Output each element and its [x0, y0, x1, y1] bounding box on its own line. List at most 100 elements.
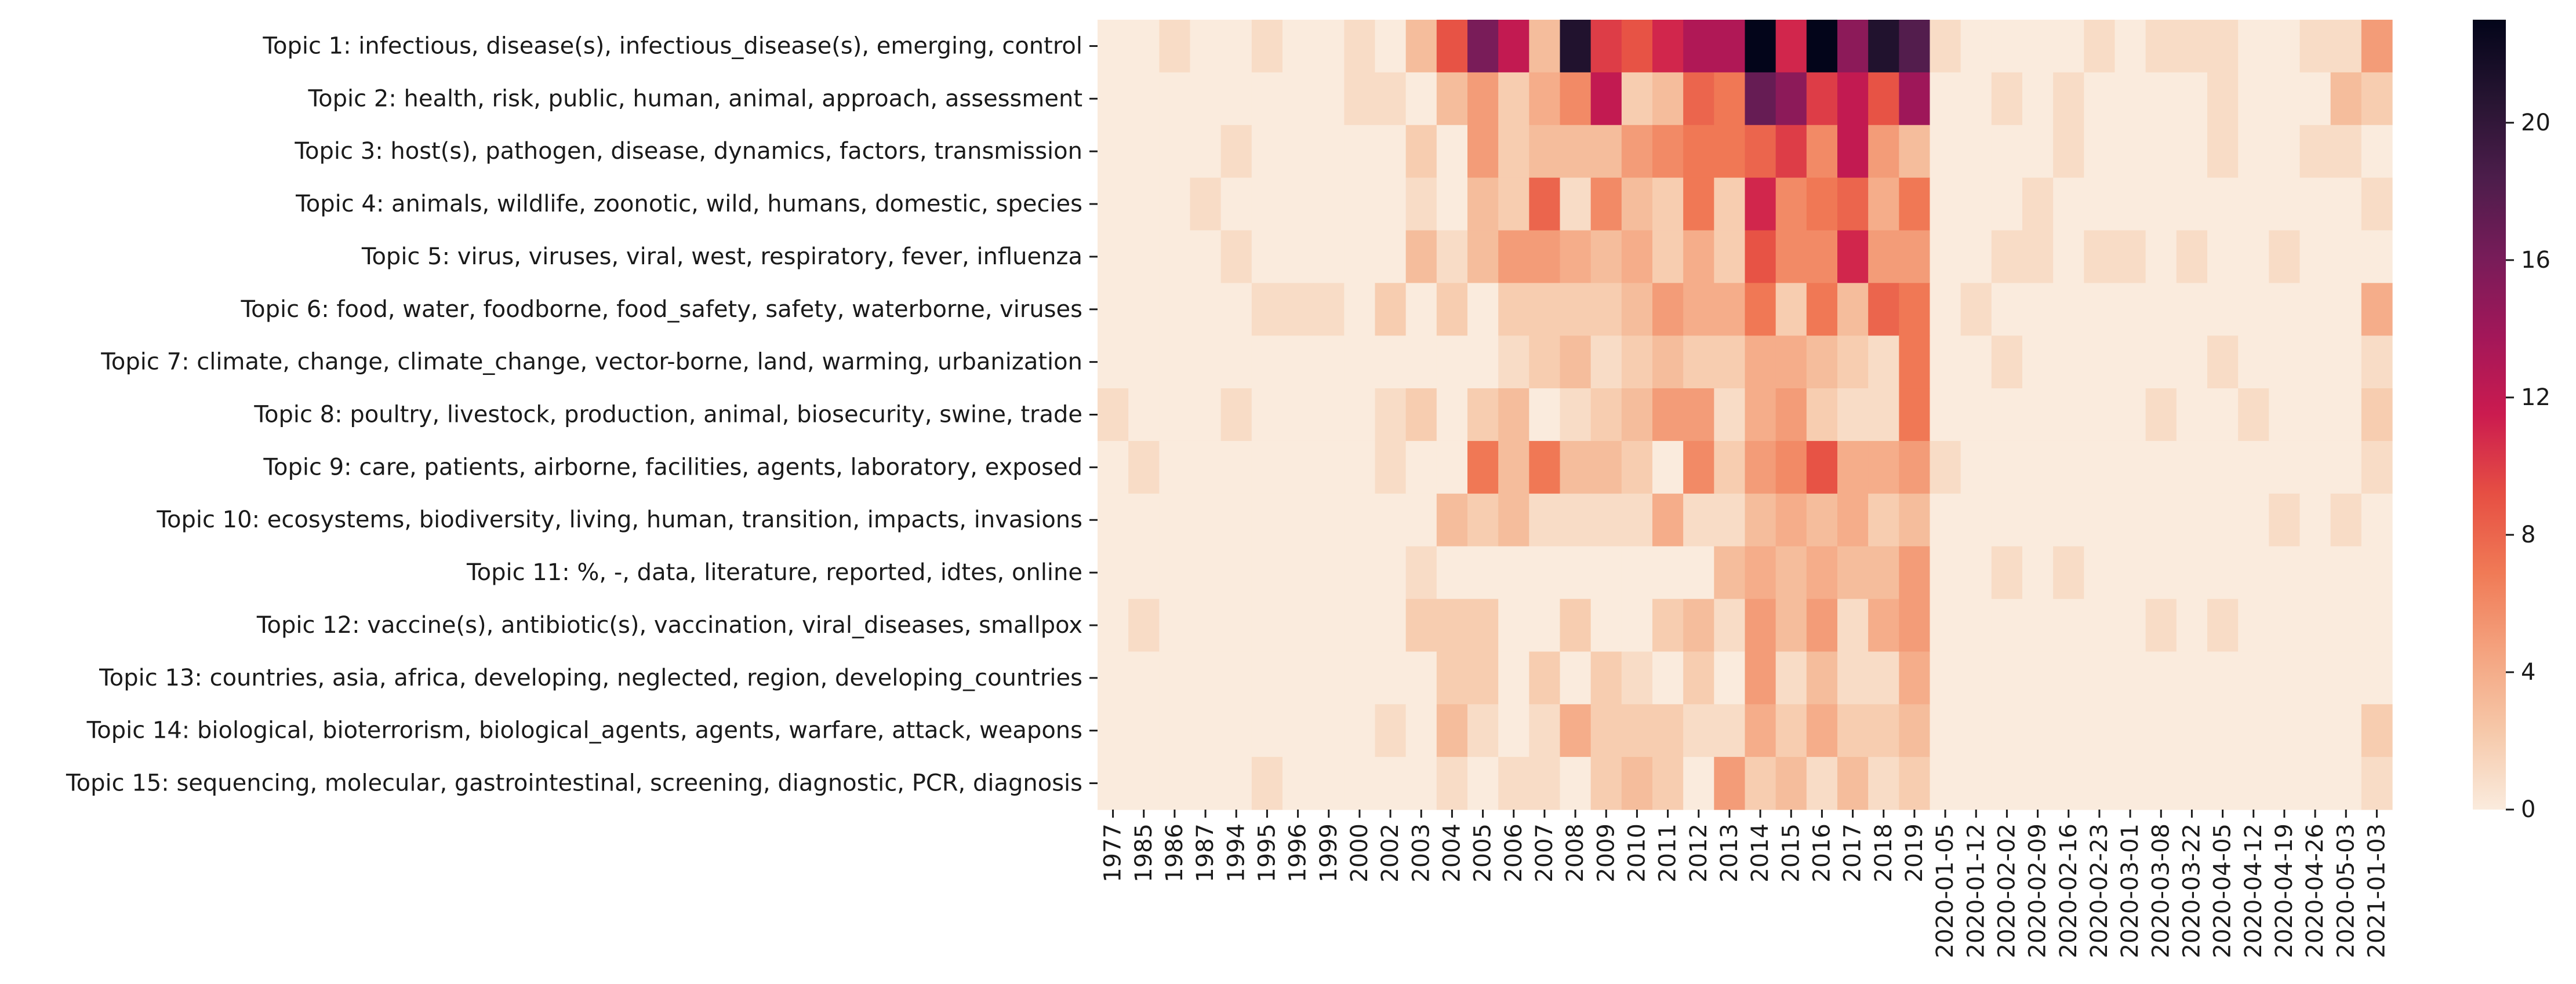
colorbar-tick-label: 8 [2521, 522, 2535, 548]
heatmap-cell [1313, 336, 1345, 389]
heatmap-cell [1375, 283, 1407, 336]
heatmap-cell [1868, 336, 1899, 389]
heatmap-cell [1621, 177, 1653, 231]
heatmap-cell [1837, 72, 1869, 126]
heatmap-cell [2238, 283, 2269, 336]
heatmap-cell [1560, 20, 1592, 73]
heatmap-cell [1190, 757, 1222, 810]
heatmap-cell [1313, 125, 1345, 178]
y-axis-labels: Topic 1: infectious, disease(s), infecti… [66, 32, 1082, 796]
x-tick-label: 1986 [1161, 823, 1188, 883]
heatmap-cell [2114, 440, 2146, 494]
heatmap-cell [1251, 283, 1283, 336]
heatmap-cell [1560, 493, 1592, 547]
heatmap-cell [2053, 546, 2084, 600]
y-tick-label: Topic 9: care, patients, airborne, facil… [263, 454, 1082, 480]
heatmap-cell [1960, 230, 1992, 283]
heatmap-cell [2176, 336, 2208, 389]
heatmap-cell [2361, 440, 2393, 494]
heatmap-cell [1837, 440, 1869, 494]
heatmap-cell [1251, 651, 1283, 705]
heatmap-cell [1436, 20, 1468, 73]
heatmap-cell [2176, 440, 2208, 494]
x-tick-label: 2002 [1377, 823, 1404, 883]
heatmap-cell [2145, 336, 2177, 389]
heatmap-cell [1806, 283, 1838, 336]
heatmap-cell [1282, 177, 1314, 231]
heatmap-cell [1683, 546, 1714, 600]
heatmap-cell [1344, 546, 1376, 600]
heatmap-cell [1621, 125, 1653, 178]
heatmap-cell [1498, 125, 1529, 178]
heatmap-cell [1930, 72, 1961, 126]
heatmap-cell [2299, 493, 2331, 547]
heatmap-cell [1344, 283, 1376, 336]
x-tick-label: 1985 [1131, 823, 1157, 883]
heatmap-cell [1960, 388, 1992, 442]
heatmap-cell [1714, 388, 1746, 442]
heatmap-cell [1868, 546, 1899, 600]
heatmap-cell [1529, 125, 1561, 178]
heatmap-cell [1683, 125, 1714, 178]
heatmap-cell [1590, 72, 1622, 126]
heatmap-cell [1960, 493, 1992, 547]
heatmap-cell [1098, 336, 1129, 389]
heatmap-cell [2022, 20, 2054, 73]
x-tick-label: 2020-03-22 [2178, 823, 2205, 958]
heatmap-cell [2084, 546, 2116, 600]
heatmap-cell [1991, 704, 2023, 757]
heatmap-cell [1098, 283, 1129, 336]
heatmap-cell [1775, 599, 1807, 652]
heatmap-cell [2114, 336, 2146, 389]
heatmap-cell [2361, 283, 2393, 336]
heatmap-cell [2084, 599, 2116, 652]
heatmap-cell [1159, 388, 1191, 442]
heatmap-cell [1991, 20, 2023, 73]
heatmap-cell [1560, 177, 1592, 231]
heatmap-cell [2022, 230, 2054, 283]
y-tick-label: Topic 7: climate, change, climate_change… [100, 349, 1082, 376]
heatmap-cell [1837, 757, 1869, 810]
heatmap-cell [2238, 440, 2269, 494]
heatmap-cell [2269, 177, 2301, 231]
heatmap-cell [2114, 72, 2146, 126]
heatmap-cell [2330, 704, 2362, 757]
heatmap-cell [1991, 125, 2023, 178]
heatmap-cell [1375, 177, 1407, 231]
heatmap-cell [2207, 440, 2239, 494]
heatmap-cell [1745, 651, 1776, 705]
heatmap-cell [1375, 757, 1407, 810]
x-tick-label: 2008 [1562, 823, 1589, 883]
heatmap-cell [1683, 651, 1714, 705]
heatmap-cell [1128, 651, 1160, 705]
heatmap-cell [1282, 230, 1314, 283]
heatmap-cell [1652, 125, 1684, 178]
heatmap-cell [1344, 177, 1376, 231]
heatmap-cell [1251, 20, 1283, 73]
heatmap-cell [2207, 651, 2239, 705]
heatmap-cell [2238, 493, 2269, 547]
heatmap-cell [1806, 651, 1838, 705]
heatmap-cell [1405, 388, 1437, 442]
heatmap-cell [1190, 336, 1222, 389]
heatmap-cell [1991, 230, 2023, 283]
colorbar-tick-label: 20 [2521, 110, 2550, 136]
heatmap-cell [1436, 336, 1468, 389]
heatmap-cell [2114, 283, 2146, 336]
heatmap-cell [2145, 546, 2177, 600]
heatmap-cell [1868, 125, 1899, 178]
heatmap-cell [1375, 388, 1407, 442]
heatmap-cell [1652, 757, 1684, 810]
heatmap-cell [2114, 125, 2146, 178]
heatmap-cell [1714, 651, 1746, 705]
heatmap-cell [1714, 440, 1746, 494]
heatmap-cell [1344, 440, 1376, 494]
heatmap-cell [1498, 388, 1529, 442]
heatmap-cell [1220, 20, 1252, 73]
heatmap-cell [1190, 440, 1222, 494]
heatmap-cell [1652, 546, 1684, 600]
heatmap-cell [1282, 757, 1314, 810]
heatmap-cell [1899, 651, 1931, 705]
heatmap-cell [1498, 440, 1529, 494]
heatmap-cell [1621, 599, 1653, 652]
